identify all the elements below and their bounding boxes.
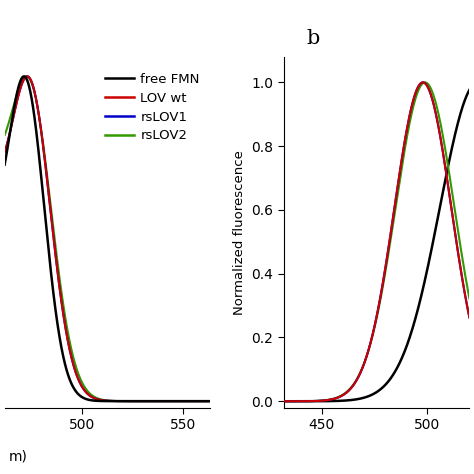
Y-axis label: Normalized fluorescence: Normalized fluorescence [233, 150, 246, 315]
Text: b: b [306, 29, 319, 48]
Legend: free FMN, LOV wt, rsLOV1, rsLOV2: free FMN, LOV wt, rsLOV1, rsLOV2 [100, 67, 205, 148]
Text: m): m) [9, 450, 27, 464]
